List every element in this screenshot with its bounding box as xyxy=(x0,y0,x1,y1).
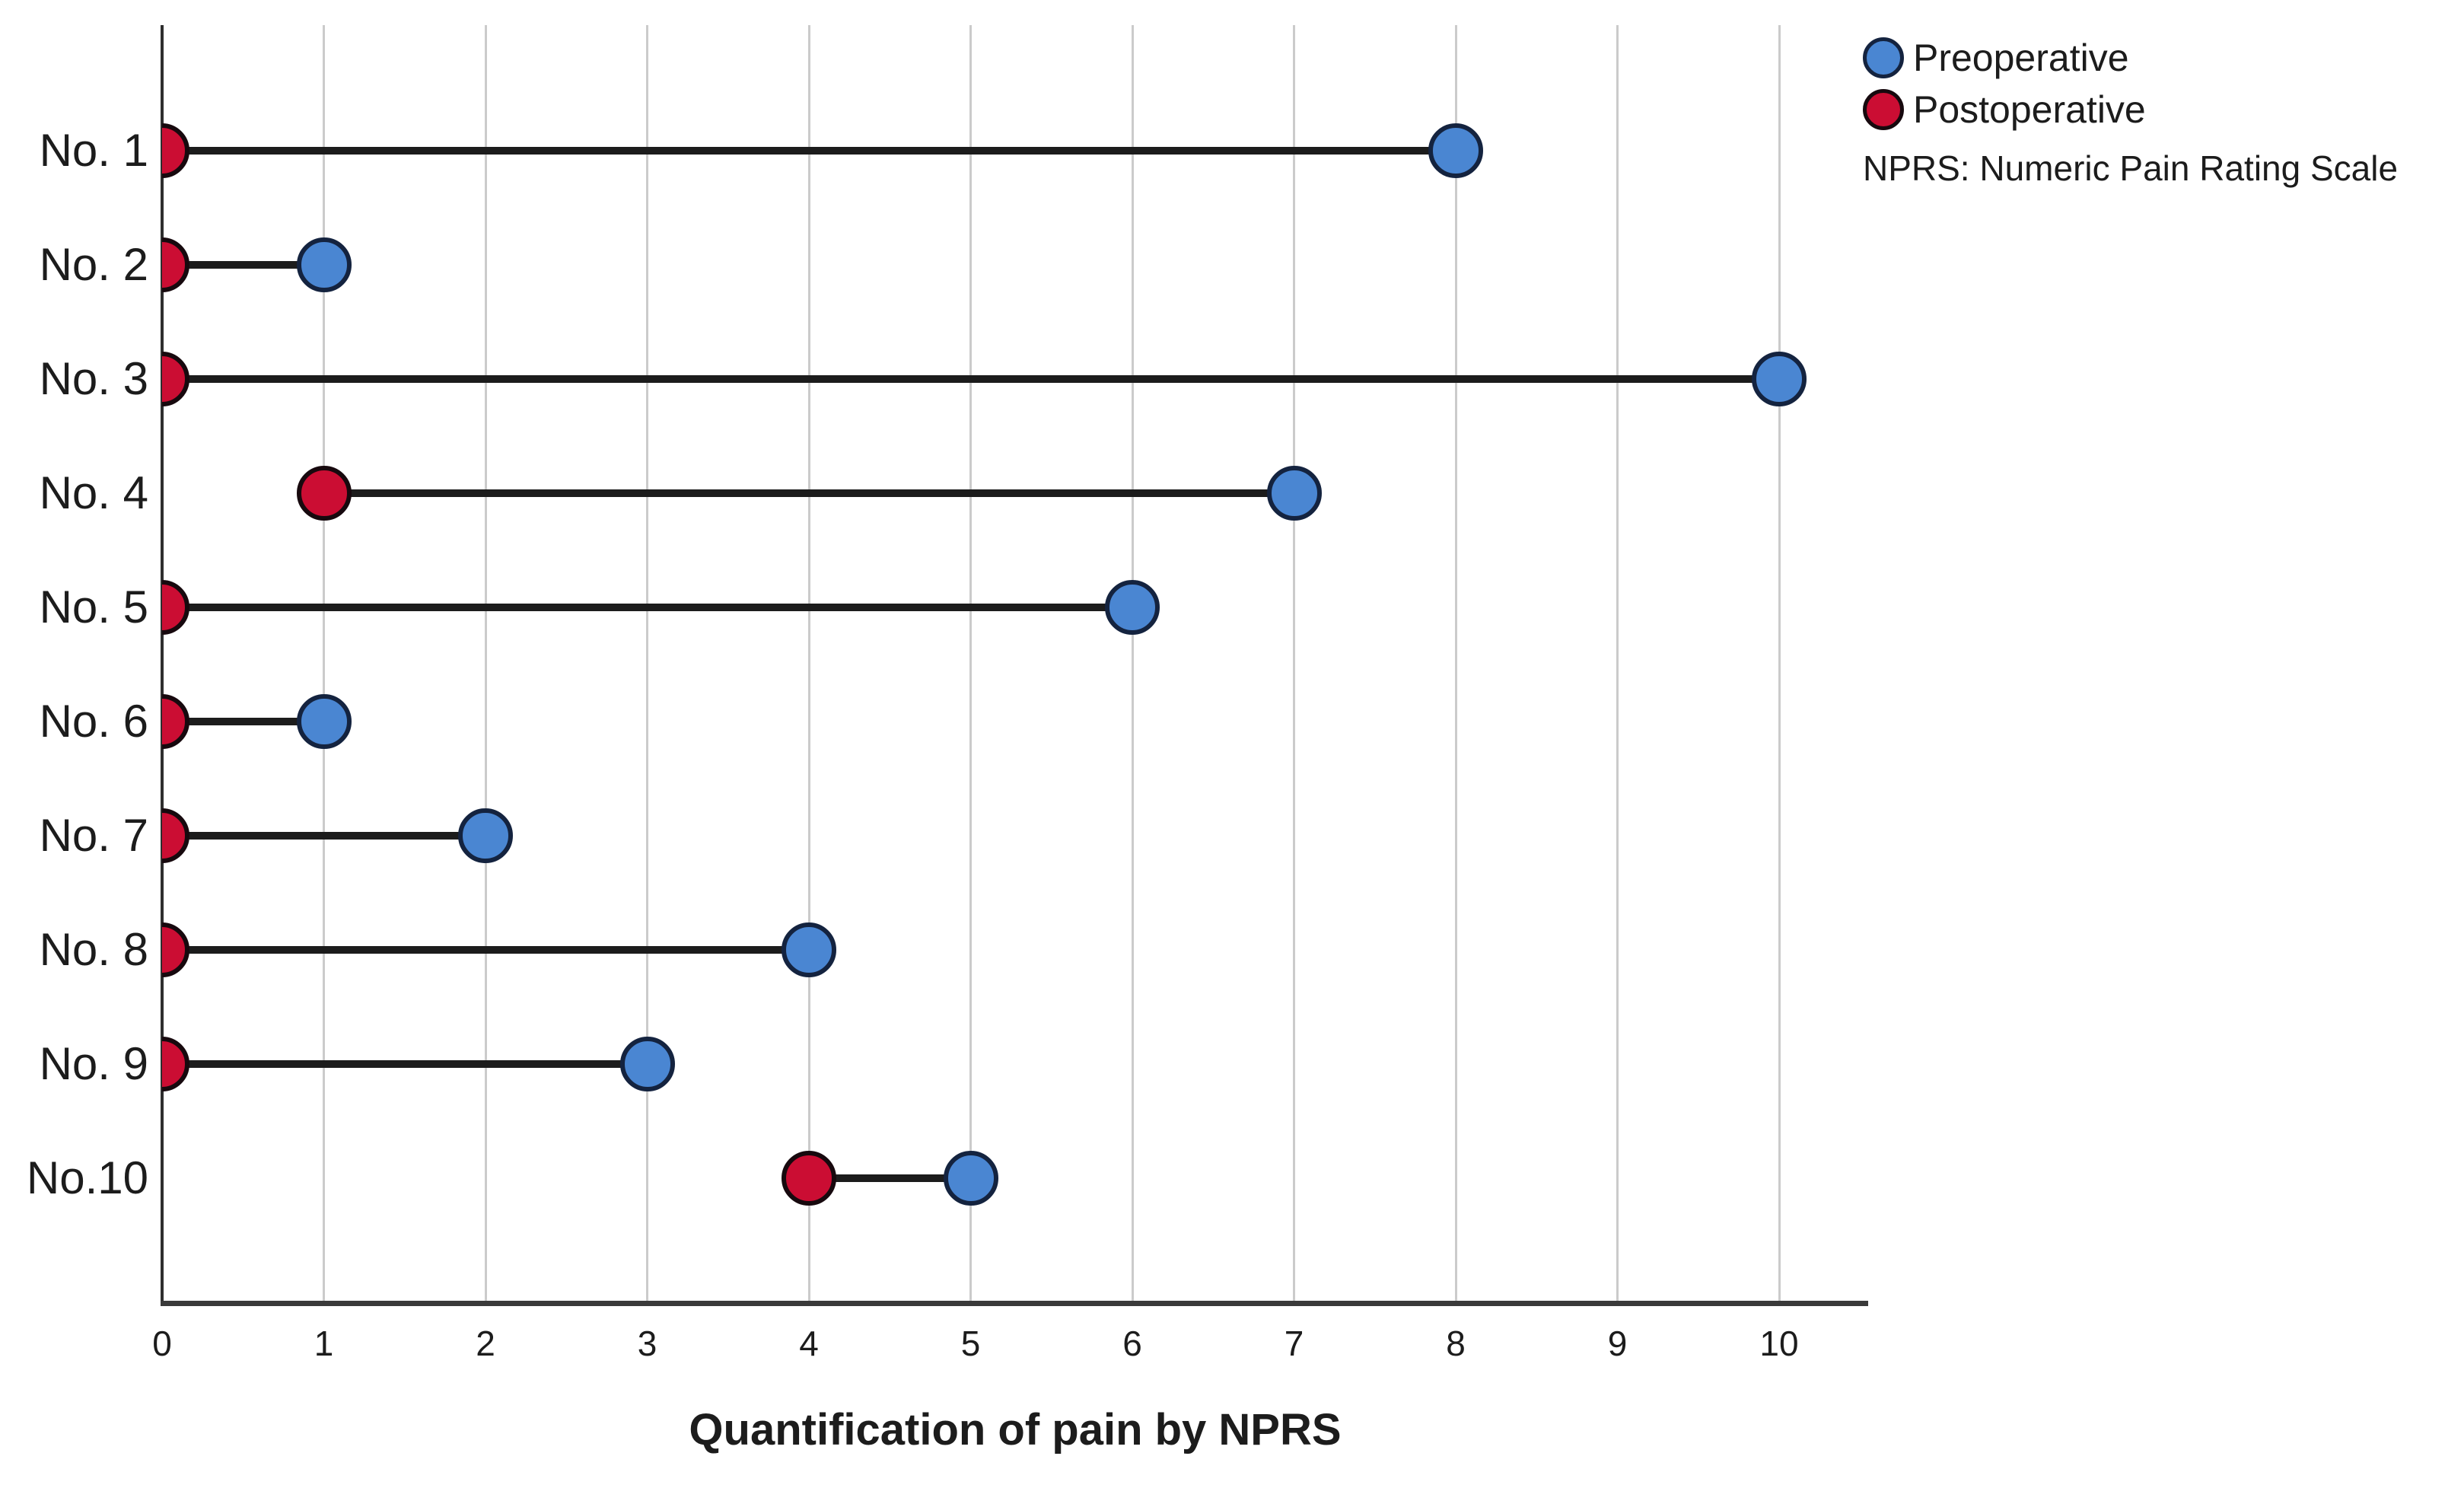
y-axis-label: No. 3 xyxy=(39,353,148,404)
x-tick-label: 7 xyxy=(1284,1324,1304,1363)
preoperative-legend-label: Preoperative xyxy=(1913,37,2129,79)
y-axis-label: No. 4 xyxy=(39,467,148,518)
connector-line xyxy=(162,1060,648,1068)
y-axis-label: No. 7 xyxy=(39,810,148,861)
x-tick-label: 5 xyxy=(960,1324,981,1363)
legend-note: NPRS: Numeric Pain Rating Scale xyxy=(1863,148,2399,188)
gridline xyxy=(1616,25,1619,1303)
gridline xyxy=(1293,25,1295,1303)
connector-line xyxy=(162,832,485,840)
preoperative-dot xyxy=(1266,466,1322,521)
postoperative-dot xyxy=(162,352,189,406)
preoperative-dot xyxy=(458,808,513,863)
x-tick-label: 2 xyxy=(476,1324,495,1363)
postoperative-legend-label: Postoperative xyxy=(1913,88,2146,131)
connector-line xyxy=(162,718,324,725)
postoperative-dot xyxy=(162,237,189,292)
postoperative-dot xyxy=(162,1037,189,1091)
preoperative-dot xyxy=(782,922,836,977)
postoperative-dot xyxy=(162,580,189,635)
y-axis-label: No.10 xyxy=(26,1152,148,1203)
x-tick-label: 4 xyxy=(799,1324,819,1363)
postoperative-dot xyxy=(162,123,189,178)
connector-line xyxy=(809,1174,971,1182)
preoperative-dot xyxy=(296,237,352,292)
connector-line xyxy=(162,147,1456,155)
connector-line xyxy=(323,489,1294,497)
legend: Preoperative Postoperative NPRS: Numeric… xyxy=(1863,32,2398,189)
gridline xyxy=(1131,25,1134,1303)
connector-line xyxy=(162,375,1779,383)
postoperative-dot xyxy=(296,466,352,521)
connector-line xyxy=(162,946,809,954)
gridline xyxy=(807,25,810,1303)
x-tick-label: 0 xyxy=(152,1324,172,1363)
postoperative-dot xyxy=(782,1151,836,1206)
legend-entry-postoperative: Postoperative xyxy=(1863,84,2398,135)
postoperative-legend-dot-icon xyxy=(1863,89,1904,130)
legend-entry-preoperative: Preoperative xyxy=(1863,32,2398,84)
x-axis-line xyxy=(161,1301,1868,1306)
preoperative-dot xyxy=(619,1037,675,1091)
connector-line xyxy=(162,604,1132,611)
y-axis-label: No. 2 xyxy=(39,239,148,290)
y-axis-line xyxy=(161,25,164,1303)
x-tick-label: 10 xyxy=(1759,1324,1799,1363)
gridline xyxy=(969,25,972,1303)
preoperative-dot xyxy=(1752,352,1807,406)
postoperative-dot xyxy=(162,922,189,977)
x-tick-label: 1 xyxy=(314,1324,334,1363)
y-axis-label: No. 1 xyxy=(39,125,148,176)
gridline xyxy=(1454,25,1457,1303)
plot-area xyxy=(162,25,1868,1303)
preoperative-dot xyxy=(943,1151,998,1206)
y-axis-label: No. 9 xyxy=(39,1038,148,1089)
preoperative-legend-dot-icon xyxy=(1863,37,1904,78)
x-tick-label: 3 xyxy=(637,1324,657,1363)
gridline xyxy=(484,25,487,1303)
y-axis-label: No. 5 xyxy=(39,581,148,632)
x-tick-label: 8 xyxy=(1446,1324,1466,1363)
x-tick-label: 6 xyxy=(1122,1324,1142,1363)
y-axis-label: No. 6 xyxy=(39,696,148,747)
x-axis-title: Quantification of pain by NPRS xyxy=(689,1405,1342,1455)
postoperative-dot xyxy=(162,808,189,863)
y-axis-label: No. 8 xyxy=(39,924,148,975)
gridline xyxy=(1778,25,1781,1303)
connector-line xyxy=(162,261,324,269)
preoperative-dot xyxy=(1428,123,1483,178)
gridline xyxy=(323,25,325,1303)
gridline xyxy=(646,25,648,1303)
postoperative-dot xyxy=(162,694,189,749)
x-tick-label: 9 xyxy=(1607,1324,1628,1363)
preoperative-dot xyxy=(1105,580,1160,635)
preoperative-dot xyxy=(296,694,352,749)
